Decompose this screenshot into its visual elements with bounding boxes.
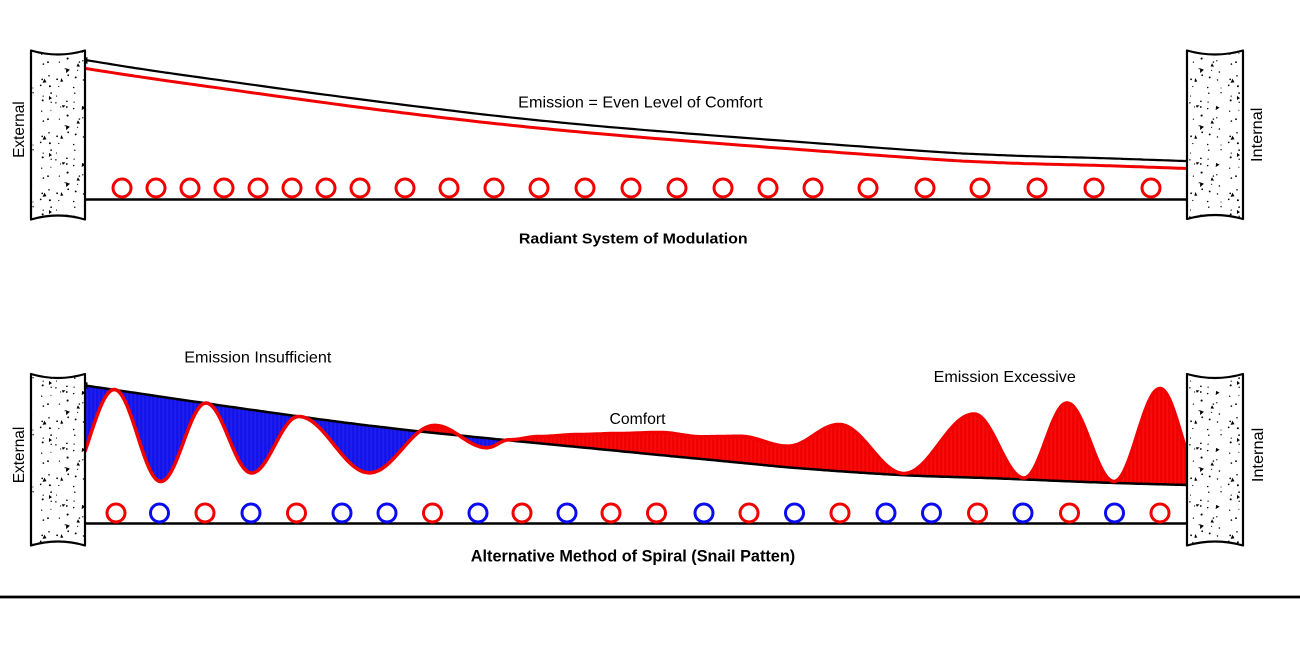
svg-text:Radiant System of Modulation: Radiant System of Modulation (519, 231, 748, 248)
svg-text:External: External (11, 427, 28, 484)
svg-text:Emission = Even Level of Comfo: Emission = Even Level of Comfort (518, 94, 763, 111)
svg-text:Emission Excessive: Emission Excessive (934, 369, 1076, 386)
svg-text:Internal: Internal (1250, 428, 1267, 482)
svg-text:Emission Insufficient: Emission Insufficient (184, 350, 332, 367)
svg-text:Alternative Method of Spiral (: Alternative Method of Spiral (Snail Patt… (471, 548, 795, 566)
svg-text:Comfort: Comfort (610, 411, 667, 428)
svg-text:External: External (11, 101, 28, 158)
svg-text:Internal: Internal (1249, 108, 1266, 162)
